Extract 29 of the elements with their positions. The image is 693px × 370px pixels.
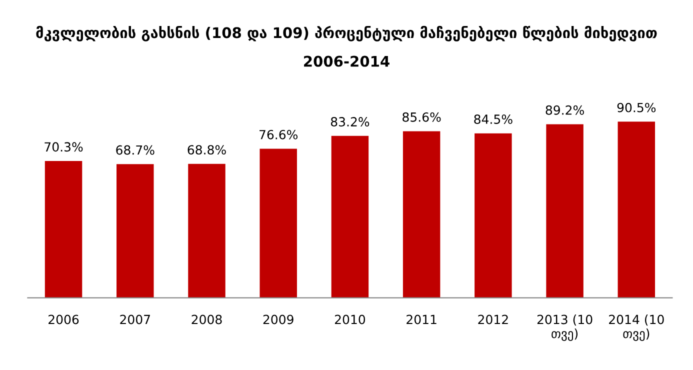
bar — [402, 131, 440, 298]
data-label: 90.5% — [617, 102, 656, 112]
bar — [474, 133, 512, 298]
data-label: 85.6% — [402, 112, 441, 122]
bar — [44, 160, 82, 298]
bar — [188, 164, 226, 298]
x-tick-label: 2011 — [406, 314, 436, 324]
data-label: 68.7% — [116, 145, 154, 155]
data-label: 84.5% — [474, 114, 512, 124]
bar — [546, 124, 584, 298]
bar — [260, 148, 297, 298]
chart-subtitle: 2006-2014 — [304, 56, 390, 67]
data-label: 70.3% — [44, 142, 83, 152]
bar — [618, 122, 656, 298]
x-tick-label: 2012 — [478, 314, 508, 324]
data-label: 83.2% — [330, 117, 370, 127]
data-label: 68.8% — [188, 145, 226, 155]
x-tick-label: 2013 (10 თვე) — [537, 314, 592, 341]
x-tick-label: 2008 — [192, 314, 222, 324]
bar — [331, 136, 369, 298]
x-tick-label: 2006 — [48, 314, 79, 324]
data-label: 89.2% — [546, 105, 584, 115]
x-tick-label: 2009 — [263, 314, 294, 324]
x-tick-label: 2007 — [120, 314, 150, 324]
bar — [116, 164, 154, 298]
chart-title: მკვლელობის გახსნის (108 და 109) პროცენტული მაჩვენებელი წლების მიხედვით — [36, 26, 657, 42]
x-tick-label: 2010 — [334, 314, 366, 324]
x-tick-label: 2014 (10 თვე) — [609, 314, 664, 341]
data-label: 76.6% — [260, 130, 298, 140]
